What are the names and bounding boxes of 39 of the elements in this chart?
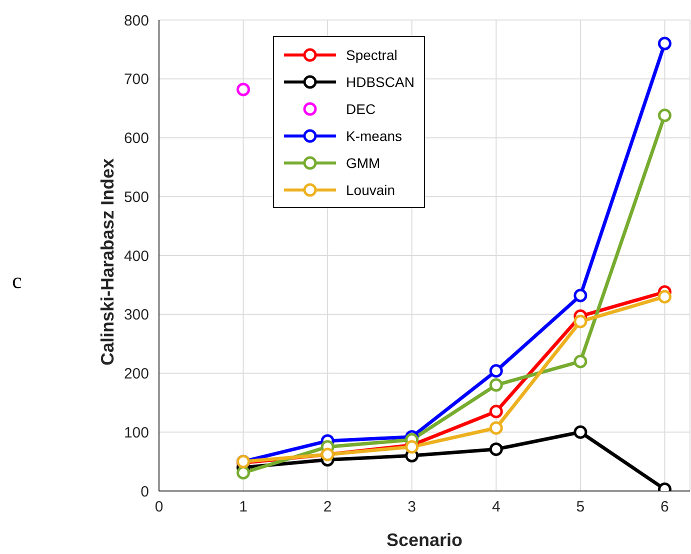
legend-label: K-means [346,128,402,144]
y-axis-title: Calinski-Harabasz Index [97,158,118,366]
legend-label: Spectral [346,46,398,62]
text: c [12,268,22,294]
y-tick-label: 700 [124,71,149,88]
point [574,425,588,439]
point [489,421,503,435]
x-tick-label: 2 [323,498,332,516]
y-tick-label: 0 [140,483,149,500]
point [489,442,503,456]
x-tick-label: 3 [408,498,416,516]
legend-label: Louvain [346,182,396,198]
y-tick-label: 800 [124,12,149,30]
x-tick-label: 4 [492,498,500,516]
x-tick-label: 1 [239,498,248,516]
y-tick-label: 500 [124,188,149,206]
legend-label: HDBSCAN [346,74,414,90]
legend-label: GMM [346,154,380,170]
point [658,108,672,122]
y-tick-label: 100 [124,424,149,442]
x-tick-label: 0 [154,498,164,516]
point [489,378,503,392]
x-tick-label: 6 [660,498,669,516]
y-tick-label: 400 [124,248,149,265]
point [574,314,588,328]
x-tick-label: 5 [576,498,585,516]
point [574,354,588,368]
x-axis-title: Scenario [386,530,463,550]
point [574,288,588,302]
point [658,290,672,304]
legend-label: DEC [346,100,376,116]
point [236,82,250,96]
point [489,404,503,418]
point [236,466,250,480]
y-tick-label: 600 [124,130,149,148]
y-tick-label: 200 [124,366,149,383]
point [489,364,503,378]
point [658,36,672,50]
y-tick-label: 300 [124,306,149,324]
